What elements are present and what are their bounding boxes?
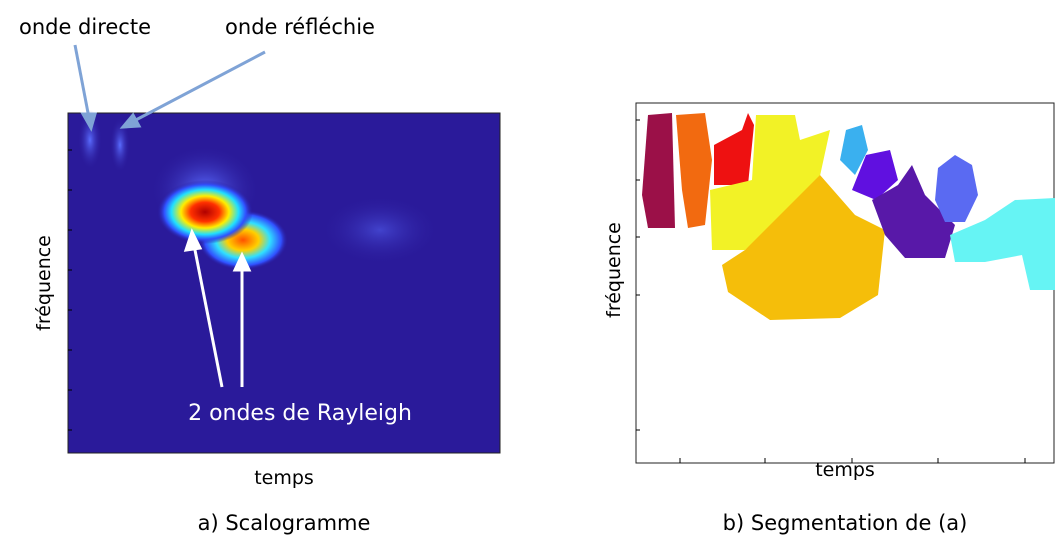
blob <box>157 180 253 244</box>
blob <box>78 110 102 170</box>
segment <box>852 150 898 200</box>
segment <box>722 175 885 320</box>
blob <box>110 117 130 173</box>
segmentation <box>635 102 1055 464</box>
segment <box>840 125 868 175</box>
wave-arrows <box>73 44 266 132</box>
segment <box>950 198 1055 290</box>
blob <box>320 195 440 265</box>
annotation: onde réfléchie <box>225 15 375 39</box>
segment <box>710 115 830 250</box>
y-axis-label: fréquence <box>33 235 55 331</box>
ticks <box>68 149 72 431</box>
rayleigh-arrows <box>183 228 252 388</box>
y-axis-label: fréquence <box>603 222 625 318</box>
segment <box>714 113 754 185</box>
segment <box>935 155 978 222</box>
segment <box>676 113 712 228</box>
caption: b) Segmentation de (a) <box>723 511 968 535</box>
x-axis-label: temps <box>254 467 314 489</box>
segment <box>642 113 675 228</box>
scalogram-area <box>67 112 501 454</box>
annotation: onde directe <box>19 15 151 39</box>
segment <box>872 165 955 258</box>
x-axis-label: temps <box>815 459 875 481</box>
annotation: 2 ondes de Rayleigh <box>188 401 412 426</box>
caption: a) Scalogramme <box>198 511 371 535</box>
scalogram: 2 ondes de Rayleigh <box>67 110 501 454</box>
ticks <box>636 119 1026 463</box>
